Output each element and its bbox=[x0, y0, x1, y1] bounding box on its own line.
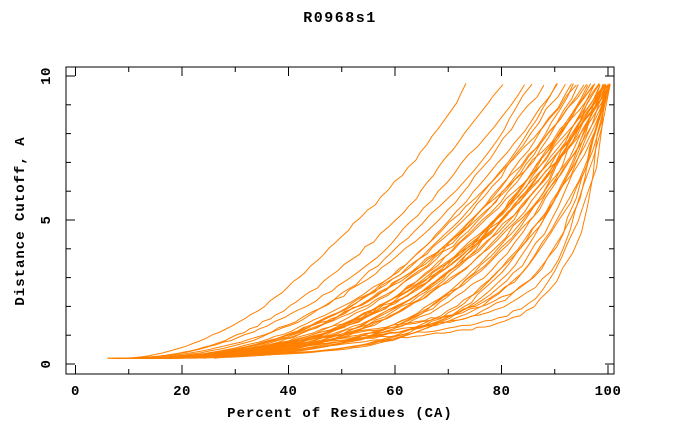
model-curve-m34 bbox=[165, 85, 607, 359]
y-axis-label: Distance Cutoff, A bbox=[13, 136, 29, 305]
model-curve-m13 bbox=[128, 84, 579, 359]
model-curve-m44 bbox=[213, 85, 611, 359]
x-tick-label: 60 bbox=[386, 384, 404, 400]
y-tick-label: 10 bbox=[39, 67, 55, 85]
x-tick-label: 40 bbox=[280, 384, 298, 400]
model-curve-m45 bbox=[187, 84, 609, 359]
axis-ticks bbox=[66, 67, 614, 374]
x-tick-label: 0 bbox=[71, 384, 80, 400]
model-curve-m08 bbox=[112, 83, 566, 359]
axis-tick-labels: 0 20 40 60 80 100 0 5 10 bbox=[39, 67, 621, 400]
x-axis-label: Percent of Residues (CA) bbox=[227, 406, 453, 422]
y-tick-label: 0 bbox=[39, 360, 55, 369]
model-curve-m05 bbox=[123, 84, 545, 359]
chart-title: R0968s1 bbox=[303, 10, 377, 27]
x-tick-label: 100 bbox=[595, 384, 622, 400]
x-tick-label: 20 bbox=[173, 384, 191, 400]
model-curve-m03 bbox=[112, 84, 526, 359]
model-curves bbox=[107, 83, 611, 359]
y-tick-label: 5 bbox=[39, 216, 55, 225]
model-curve-m46 bbox=[176, 85, 607, 359]
model-curve-m01 bbox=[123, 83, 467, 359]
model-curve-m23 bbox=[139, 84, 605, 359]
x-tick-label: 80 bbox=[493, 384, 511, 400]
model-curve-m43 bbox=[203, 83, 606, 359]
model-curve-m42 bbox=[192, 84, 611, 359]
